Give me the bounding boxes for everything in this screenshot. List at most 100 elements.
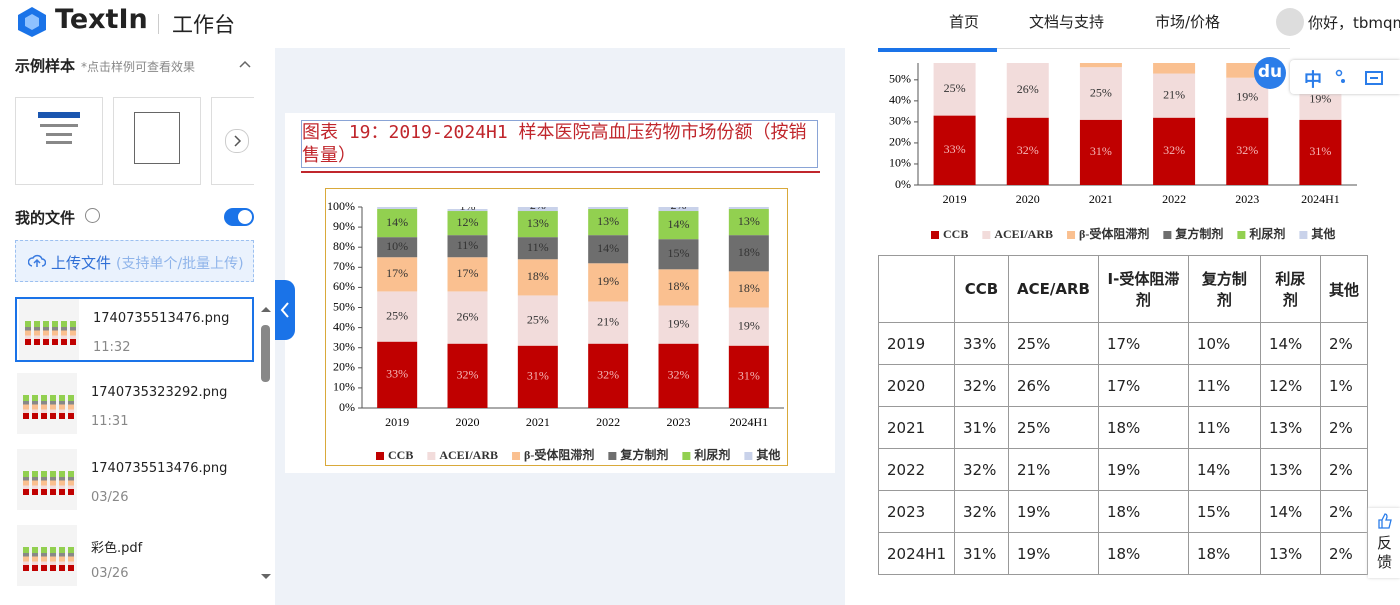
bar-segment (447, 211, 488, 236)
bar-segment (588, 209, 629, 236)
file-time: 11:32 (93, 340, 131, 355)
table-cell: 13% (1259, 406, 1321, 449)
legend-swatch (1067, 231, 1076, 239)
data-label: 17% (386, 266, 408, 280)
data-label: 2% (671, 198, 687, 212)
scroll-up[interactable] (259, 304, 273, 314)
table-cell: 2024H1 (878, 532, 955, 575)
table-cell: 19% (1008, 490, 1099, 533)
data-label: 32% (1163, 143, 1185, 157)
bar-segment (934, 6, 976, 27)
bar-segment (588, 207, 629, 210)
sample-thumb[interactable] (15, 97, 103, 185)
nav-item[interactable]: 首页 (949, 13, 980, 31)
bar-segment (933, 63, 976, 116)
bar-segment (1226, 117, 1269, 185)
table-cell: 11% (1187, 364, 1261, 407)
data-label: 15% (668, 246, 690, 260)
upload-box[interactable]: 上传文件 (支持单个/批量上传) (15, 240, 254, 282)
feedback-text[interactable]: 反馈 (1377, 534, 1393, 571)
bar-segment (728, 207, 769, 210)
file-item[interactable]: 1740735323292.png 11:31 (15, 373, 250, 434)
bar-segment (1226, 8, 1268, 40)
thumb-bar (50, 547, 56, 571)
collapse-tab[interactable] (275, 280, 295, 340)
data-label: 18% (1309, 15, 1331, 29)
toggle[interactable] (224, 208, 254, 226)
legend-label: CCB (388, 448, 413, 462)
bar-segment (447, 343, 488, 408)
data-label: 13% (597, 214, 619, 228)
du-logo[interactable]: du (1254, 57, 1286, 89)
table-cell: 18% (1097, 406, 1189, 449)
thumb-bar (23, 547, 29, 571)
sample-thumb[interactable] (211, 97, 254, 185)
nav-item[interactable]: 文档与支持 (1029, 13, 1105, 31)
y-tick-label: 50% (333, 299, 355, 313)
file-item[interactable]: 彩色.pdf 03/26 (15, 525, 250, 586)
table-cell: 2022 (878, 448, 955, 491)
data-label: 19% (1236, 89, 1258, 103)
file-item[interactable]: 1740735513476.png 03/26 (15, 449, 250, 510)
thumb-bar (32, 471, 38, 495)
scroll-down[interactable] (259, 572, 273, 582)
table-cell: 18% (1097, 490, 1189, 533)
toolbar-icons[interactable] (1334, 68, 1394, 88)
table-cell: 31% (954, 532, 1009, 575)
bar-segment (1299, 4, 1341, 42)
bar-segment (1226, 0, 1268, 8)
logo[interactable]: TextIn (55, 4, 148, 35)
bar-segment (588, 235, 629, 264)
legend-swatch (931, 231, 939, 239)
avatar[interactable] (1276, 8, 1304, 36)
bar-segment (1080, 6, 1122, 29)
bars: 33%25%17%10%14%2%32%26%17%11%12%1%31%25%… (377, 196, 769, 408)
data-label: 11% (1090, 10, 1112, 24)
bar-segment (588, 263, 629, 302)
data-label: 32% (597, 368, 619, 382)
collapse-icon[interactable] (238, 58, 252, 70)
table-row: 2020 32% 26% 17% 11% 12% 1% (878, 364, 1368, 407)
chart-frame (325, 188, 788, 466)
table-cell: 25% (1008, 322, 1099, 365)
bar-segment (934, 27, 976, 63)
y-tick-label: 50% (889, 72, 911, 86)
data-label: 14% (386, 215, 408, 229)
table-cell: 12% (1259, 364, 1321, 407)
upload-hint: (支持单个/批量上传) (116, 256, 244, 272)
lang-button[interactable]: 中 (1304, 70, 1322, 91)
table-row: 2021 31% 25% 18% 11% 13% 2% (878, 406, 1368, 449)
user[interactable]: 你好，tbmqm (1308, 14, 1400, 32)
data-label: 32% (1017, 143, 1039, 157)
x-tick-label: 2023 (667, 415, 691, 429)
active-tab[interactable] (878, 48, 997, 52)
table-cell: 19% (1008, 532, 1099, 575)
bar-segment (1006, 117, 1049, 185)
legend-swatch (427, 452, 436, 460)
nav-item[interactable]: 市场/价格 (1155, 13, 1221, 31)
file-item[interactable]: 1740735513476.png 11:32 (15, 297, 254, 362)
bars: 33%25%17%10%14%2%32%26%17%11%12%1%31%25%… (933, 0, 1342, 185)
upload[interactable]: 上传文件 (51, 254, 112, 272)
bar-segment (377, 237, 418, 258)
data-label: 21% (597, 314, 619, 328)
table-cell: 2023 (878, 490, 955, 533)
thumb-bar (70, 321, 76, 345)
table-cell: 19% (1097, 448, 1189, 491)
data-label: 26% (457, 309, 479, 323)
data-label: 11% (527, 240, 549, 254)
bar-segment (658, 269, 699, 306)
sample-thumb[interactable] (113, 97, 201, 185)
y-tick-label: 20% (889, 135, 911, 149)
data-label: 2% (741, 196, 757, 210)
corner-cell (878, 255, 955, 323)
figure-title: 图表 19：2019-2024H1 样本医院高血压药物市场份额（按销售量） (301, 120, 818, 168)
data-label: 18% (668, 279, 690, 293)
file-thumb (17, 373, 77, 434)
feedback[interactable]: 反馈 (1368, 508, 1400, 578)
data-label: 14% (597, 241, 619, 255)
thumb-bar (68, 395, 74, 419)
next-button[interactable] (225, 129, 249, 153)
info-icon[interactable] (85, 208, 100, 223)
scrollbar[interactable] (261, 325, 270, 382)
